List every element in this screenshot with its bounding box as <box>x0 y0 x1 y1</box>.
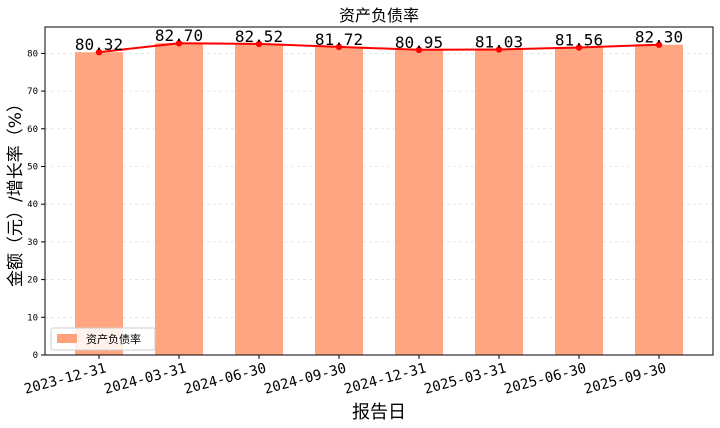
x-tick-label: 2024-03-31 <box>102 360 188 397</box>
x-tick-label: 2024-09-30 <box>262 360 348 397</box>
y-tick-label: 30 <box>27 238 38 248</box>
data-label: 81.03 <box>475 33 523 52</box>
y-tick-layer: 0 10 20 30 40 50 60 70 80 <box>27 49 45 361</box>
bar <box>155 43 203 356</box>
x-tick-label: 2024-12-31 <box>342 360 428 397</box>
data-label: 80.32 <box>75 35 123 54</box>
y-axis-label: 金额（元）/增长率（%） <box>6 95 26 287</box>
y-tick-label: 80 <box>27 49 38 59</box>
bar <box>315 46 363 355</box>
line-point <box>175 40 183 47</box>
bar-layer <box>75 43 683 356</box>
y-tick-label: 40 <box>27 200 38 210</box>
x-tick-label: 2025-06-30 <box>502 360 588 397</box>
legend-box <box>50 327 156 351</box>
grid-layer <box>45 53 713 356</box>
legend-swatch <box>57 334 77 343</box>
y-tick-label: 20 <box>27 276 38 286</box>
chart-title: 资产负债率 <box>339 6 419 25</box>
data-label: 81.72 <box>315 30 363 49</box>
legend-label: 资产负债率 <box>86 332 141 346</box>
line-point <box>575 44 583 51</box>
bar <box>235 43 283 356</box>
data-label: 80.95 <box>395 33 443 52</box>
data-label: 82.52 <box>235 27 283 46</box>
y-tick-label: 0 <box>33 351 38 361</box>
x-tick-label: 2025-09-30 <box>582 360 668 397</box>
bar <box>475 49 523 355</box>
y-tick-label: 50 <box>27 162 38 172</box>
line-point <box>655 41 663 48</box>
data-label: 82.30 <box>635 28 683 47</box>
plot-frame <box>44 26 714 356</box>
x-tick-label: 2025-03-31 <box>422 360 508 397</box>
y-tick-label: 60 <box>27 125 38 135</box>
bar <box>555 47 603 355</box>
legend: 资产负债率 <box>50 327 156 351</box>
bar <box>395 49 443 355</box>
bar <box>635 44 683 355</box>
line-layer <box>95 40 663 56</box>
y-tick-label: 70 <box>27 87 38 97</box>
series-line <box>98 42 660 54</box>
x-axis-label: 报告日 <box>352 402 406 423</box>
x-tick-label: 2023-12-31 <box>22 360 108 397</box>
data-label: 81.56 <box>555 31 603 50</box>
x-tick-layer: 2023-12-312024-03-312024-06-302024-09-30… <box>22 355 668 398</box>
data-label-layer: 80.32 82.70 82.52 81.72 80.95 81.03 81.56 82.30 <box>75 26 683 54</box>
line-point <box>95 48 103 56</box>
line-point <box>415 46 423 54</box>
x-tick-label: 2024-06-30 <box>182 360 268 397</box>
line-point <box>335 43 343 51</box>
data-label: 82.70 <box>155 26 203 45</box>
y-tick-label: 10 <box>27 313 38 323</box>
bar <box>75 52 123 356</box>
line-point <box>495 46 503 53</box>
line-point <box>255 40 263 48</box>
